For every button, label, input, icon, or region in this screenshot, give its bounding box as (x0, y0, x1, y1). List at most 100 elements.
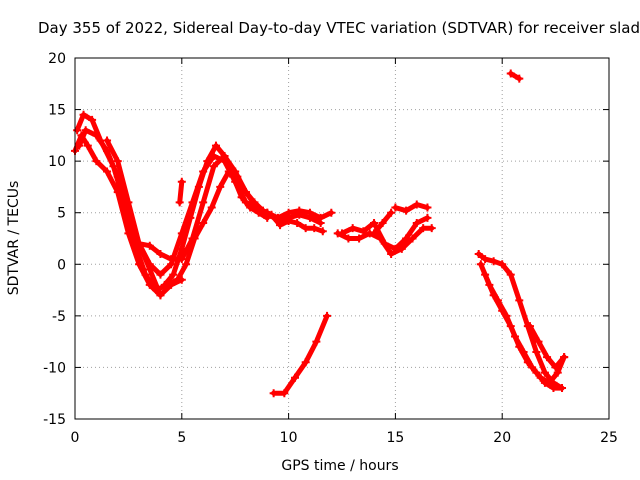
data-point (88, 115, 97, 124)
data-point (167, 255, 176, 264)
x-tick-label: 0 (71, 430, 80, 446)
data-point (241, 188, 250, 197)
data-point (293, 219, 302, 228)
data-point (124, 198, 133, 207)
data-point (301, 358, 310, 367)
data-point (301, 224, 310, 233)
data-point (310, 224, 319, 233)
data-point (427, 224, 436, 233)
series-track-12 (391, 200, 432, 215)
series-line (482, 272, 565, 391)
series-track-8 (175, 177, 186, 207)
plot-frame (74, 57, 610, 420)
y-tick-label: -5 (52, 309, 66, 325)
data-point (380, 239, 389, 248)
data-point (258, 206, 267, 215)
data-point (359, 227, 368, 236)
series-track-18 (525, 322, 569, 372)
series-track-15 (474, 249, 567, 393)
data-point (135, 239, 144, 248)
data-point (75, 141, 84, 150)
data-point (207, 203, 216, 212)
data-point (182, 260, 191, 269)
data-point (348, 224, 357, 233)
data-point (156, 291, 165, 300)
y-tick-label: -15 (43, 412, 66, 428)
data-point (523, 358, 532, 367)
data-point (338, 229, 346, 238)
data-point (323, 311, 332, 320)
series-line (476, 251, 565, 391)
data-point (220, 151, 229, 160)
data-point (344, 234, 353, 243)
data-point (534, 337, 543, 346)
data-point (543, 353, 552, 362)
data-point (481, 255, 490, 264)
data-point (402, 234, 411, 243)
data-point (532, 368, 541, 377)
data-point (525, 322, 534, 331)
y-tick-label: 5 (57, 206, 66, 222)
data-point (92, 131, 101, 140)
data-point (489, 291, 498, 300)
data-point (316, 213, 325, 222)
series-track-7 (173, 167, 327, 284)
data-point (160, 280, 169, 289)
data-point (169, 270, 178, 279)
data-point (199, 219, 208, 228)
data-point (237, 193, 246, 202)
data-point (355, 234, 364, 243)
data-point (476, 260, 485, 269)
data-point (156, 249, 165, 258)
data-point (83, 141, 92, 150)
data-point (312, 337, 321, 346)
data-point (532, 347, 541, 356)
data-point (203, 157, 212, 166)
data-point (423, 213, 432, 222)
data-point (391, 244, 400, 253)
data-point (423, 203, 432, 212)
data-point (224, 167, 233, 176)
data-point (284, 208, 293, 217)
data-point (190, 234, 199, 243)
data-point (145, 260, 154, 269)
x-tick-label: 25 (600, 430, 618, 446)
data-point (378, 219, 387, 228)
data-point (295, 206, 304, 215)
data-point (175, 198, 184, 207)
data-point (515, 74, 524, 83)
series-track-5 (135, 151, 336, 264)
data-point (291, 373, 300, 382)
axis-ticks: 0 5 10 15 20 25 -15 -10 -5 0 5 10 15 20 (43, 51, 618, 446)
data-point (186, 213, 195, 222)
data-point (515, 296, 524, 305)
chart-title: Day 355 of 2022, Sidereal Day-to-day VTE… (38, 19, 640, 37)
data-point (246, 203, 255, 212)
data-point (216, 182, 225, 191)
data-point (73, 126, 82, 135)
y-tick-label: 0 (57, 257, 66, 273)
data-point (209, 162, 218, 171)
x-tick-label: 20 (493, 430, 511, 446)
data-point (391, 203, 400, 212)
data-point (412, 219, 421, 228)
data-point (506, 270, 515, 279)
data-point (254, 208, 263, 217)
data-point (498, 306, 507, 315)
data-point (387, 208, 396, 217)
data-point (103, 167, 112, 176)
grid (75, 58, 609, 419)
data-series (71, 69, 569, 398)
data-point (233, 172, 242, 181)
data-point (267, 210, 276, 219)
data-point (305, 208, 314, 217)
series-track-13 (269, 311, 332, 398)
data-point (92, 157, 101, 166)
data-point (551, 363, 560, 372)
data-point (177, 244, 186, 253)
y-tick-label: 10 (48, 154, 66, 170)
data-point (284, 216, 293, 225)
data-point (173, 275, 182, 284)
data-point (540, 378, 549, 387)
